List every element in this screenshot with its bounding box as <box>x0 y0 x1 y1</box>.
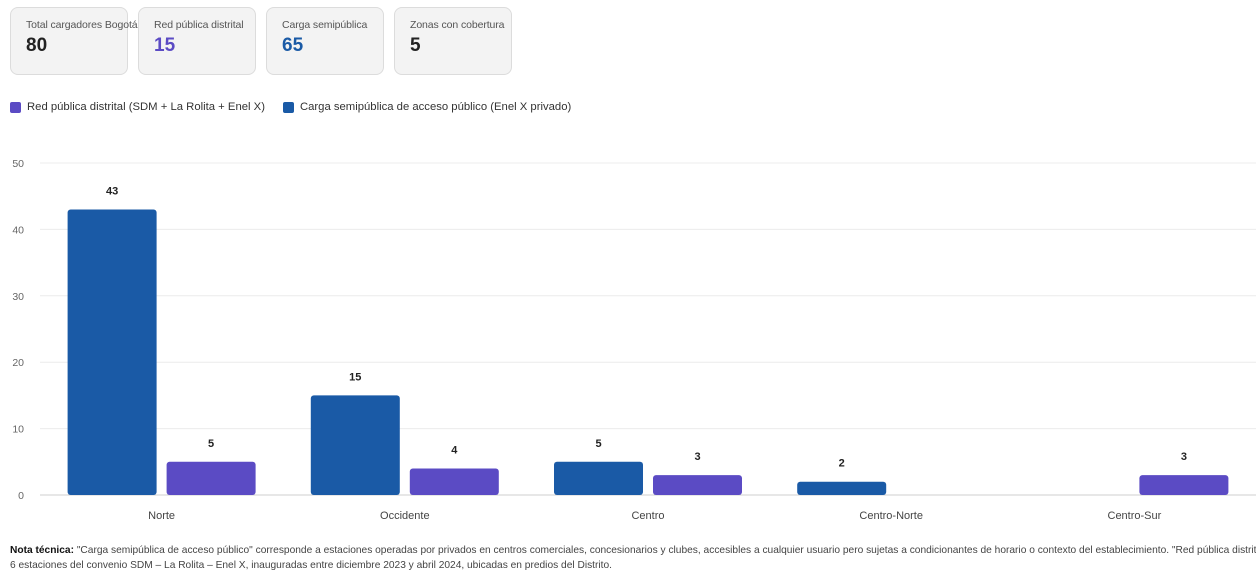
x-tick-label: Centro <box>631 510 664 522</box>
bar <box>166 461 256 495</box>
data-label: 5 <box>595 438 601 450</box>
chart-legend: Red pública distrital (SDM + La Rolita +… <box>10 101 571 113</box>
y-tick-label: 30 <box>12 291 24 303</box>
x-tick-label: Occidente <box>380 510 430 522</box>
data-label: 43 <box>106 185 118 197</box>
kpi-card-semipublica: Carga semipública 65 <box>266 7 384 75</box>
note-line-1: "Carga semipública de acceso público" co… <box>73 545 1256 556</box>
bar <box>67 209 157 496</box>
kpi-cards: Total cargadores Bogotá 80 Red pública d… <box>10 7 512 75</box>
technical-note: Nota técnica: "Carga semipública de acce… <box>10 543 1256 573</box>
bar <box>653 475 742 495</box>
kpi-value: 5 <box>410 35 421 56</box>
data-label: 5 <box>208 438 214 450</box>
bar <box>1139 475 1229 495</box>
y-tick-label: 40 <box>12 224 24 236</box>
y-tick-label: 20 <box>12 357 24 369</box>
note-line-2: 6 estaciones del convenio SDM – La Rolit… <box>10 560 612 571</box>
kpi-card-total: Total cargadores Bogotá 80 <box>10 7 138 75</box>
legend-label: Red pública distrital (SDM + La Rolita +… <box>27 101 265 113</box>
bar-chart: 0 10 20 30 40 50 Norte 43 5 Occidente 15 4 Centro 5 3 C… <box>12 158 1256 522</box>
legend-label: Carga semipública de acceso público (Ene… <box>299 101 572 113</box>
x-tick-label: Centro-Sur <box>1108 510 1162 522</box>
kpi-card-zonas: Zonas con cobertura 5 <box>394 7 512 75</box>
kpi-value: 15 <box>154 35 176 56</box>
legend-swatch <box>282 101 294 113</box>
data-label: 15 <box>349 371 361 383</box>
y-tick-label: 10 <box>12 424 24 436</box>
data-label: 3 <box>694 451 700 463</box>
kpi-card-red-publica: Red pública distrital 15 <box>138 7 256 75</box>
kpi-label: Carga semipública <box>282 19 368 31</box>
legend-swatch <box>10 101 21 113</box>
kpi-label: Red pública distrital <box>154 19 244 31</box>
bar <box>797 481 887 495</box>
y-tick-label: 0 <box>18 490 24 502</box>
note-label: Nota técnica: <box>10 545 74 556</box>
bar <box>409 468 499 495</box>
kpi-value: 65 <box>282 35 304 56</box>
kpi-label: Total cargadores Bogotá <box>26 19 138 31</box>
legend-item-semipublica[interactable]: Carga semipública de acceso público (Ene… <box>282 101 572 113</box>
data-label: 4 <box>451 444 458 456</box>
legend-item-red-publica[interactable]: Red pública distrital (SDM + La Rolita +… <box>10 101 265 113</box>
x-tick-label: Centro-Norte <box>859 510 923 522</box>
kpi-label: Zonas con cobertura <box>410 19 505 31</box>
data-label: 3 <box>1181 451 1187 463</box>
y-tick-label: 50 <box>12 158 24 170</box>
bar <box>310 395 400 495</box>
x-tick-label: Norte <box>148 510 175 522</box>
kpi-value: 80 <box>26 35 48 56</box>
bar <box>554 461 643 495</box>
data-label: 2 <box>839 458 845 470</box>
